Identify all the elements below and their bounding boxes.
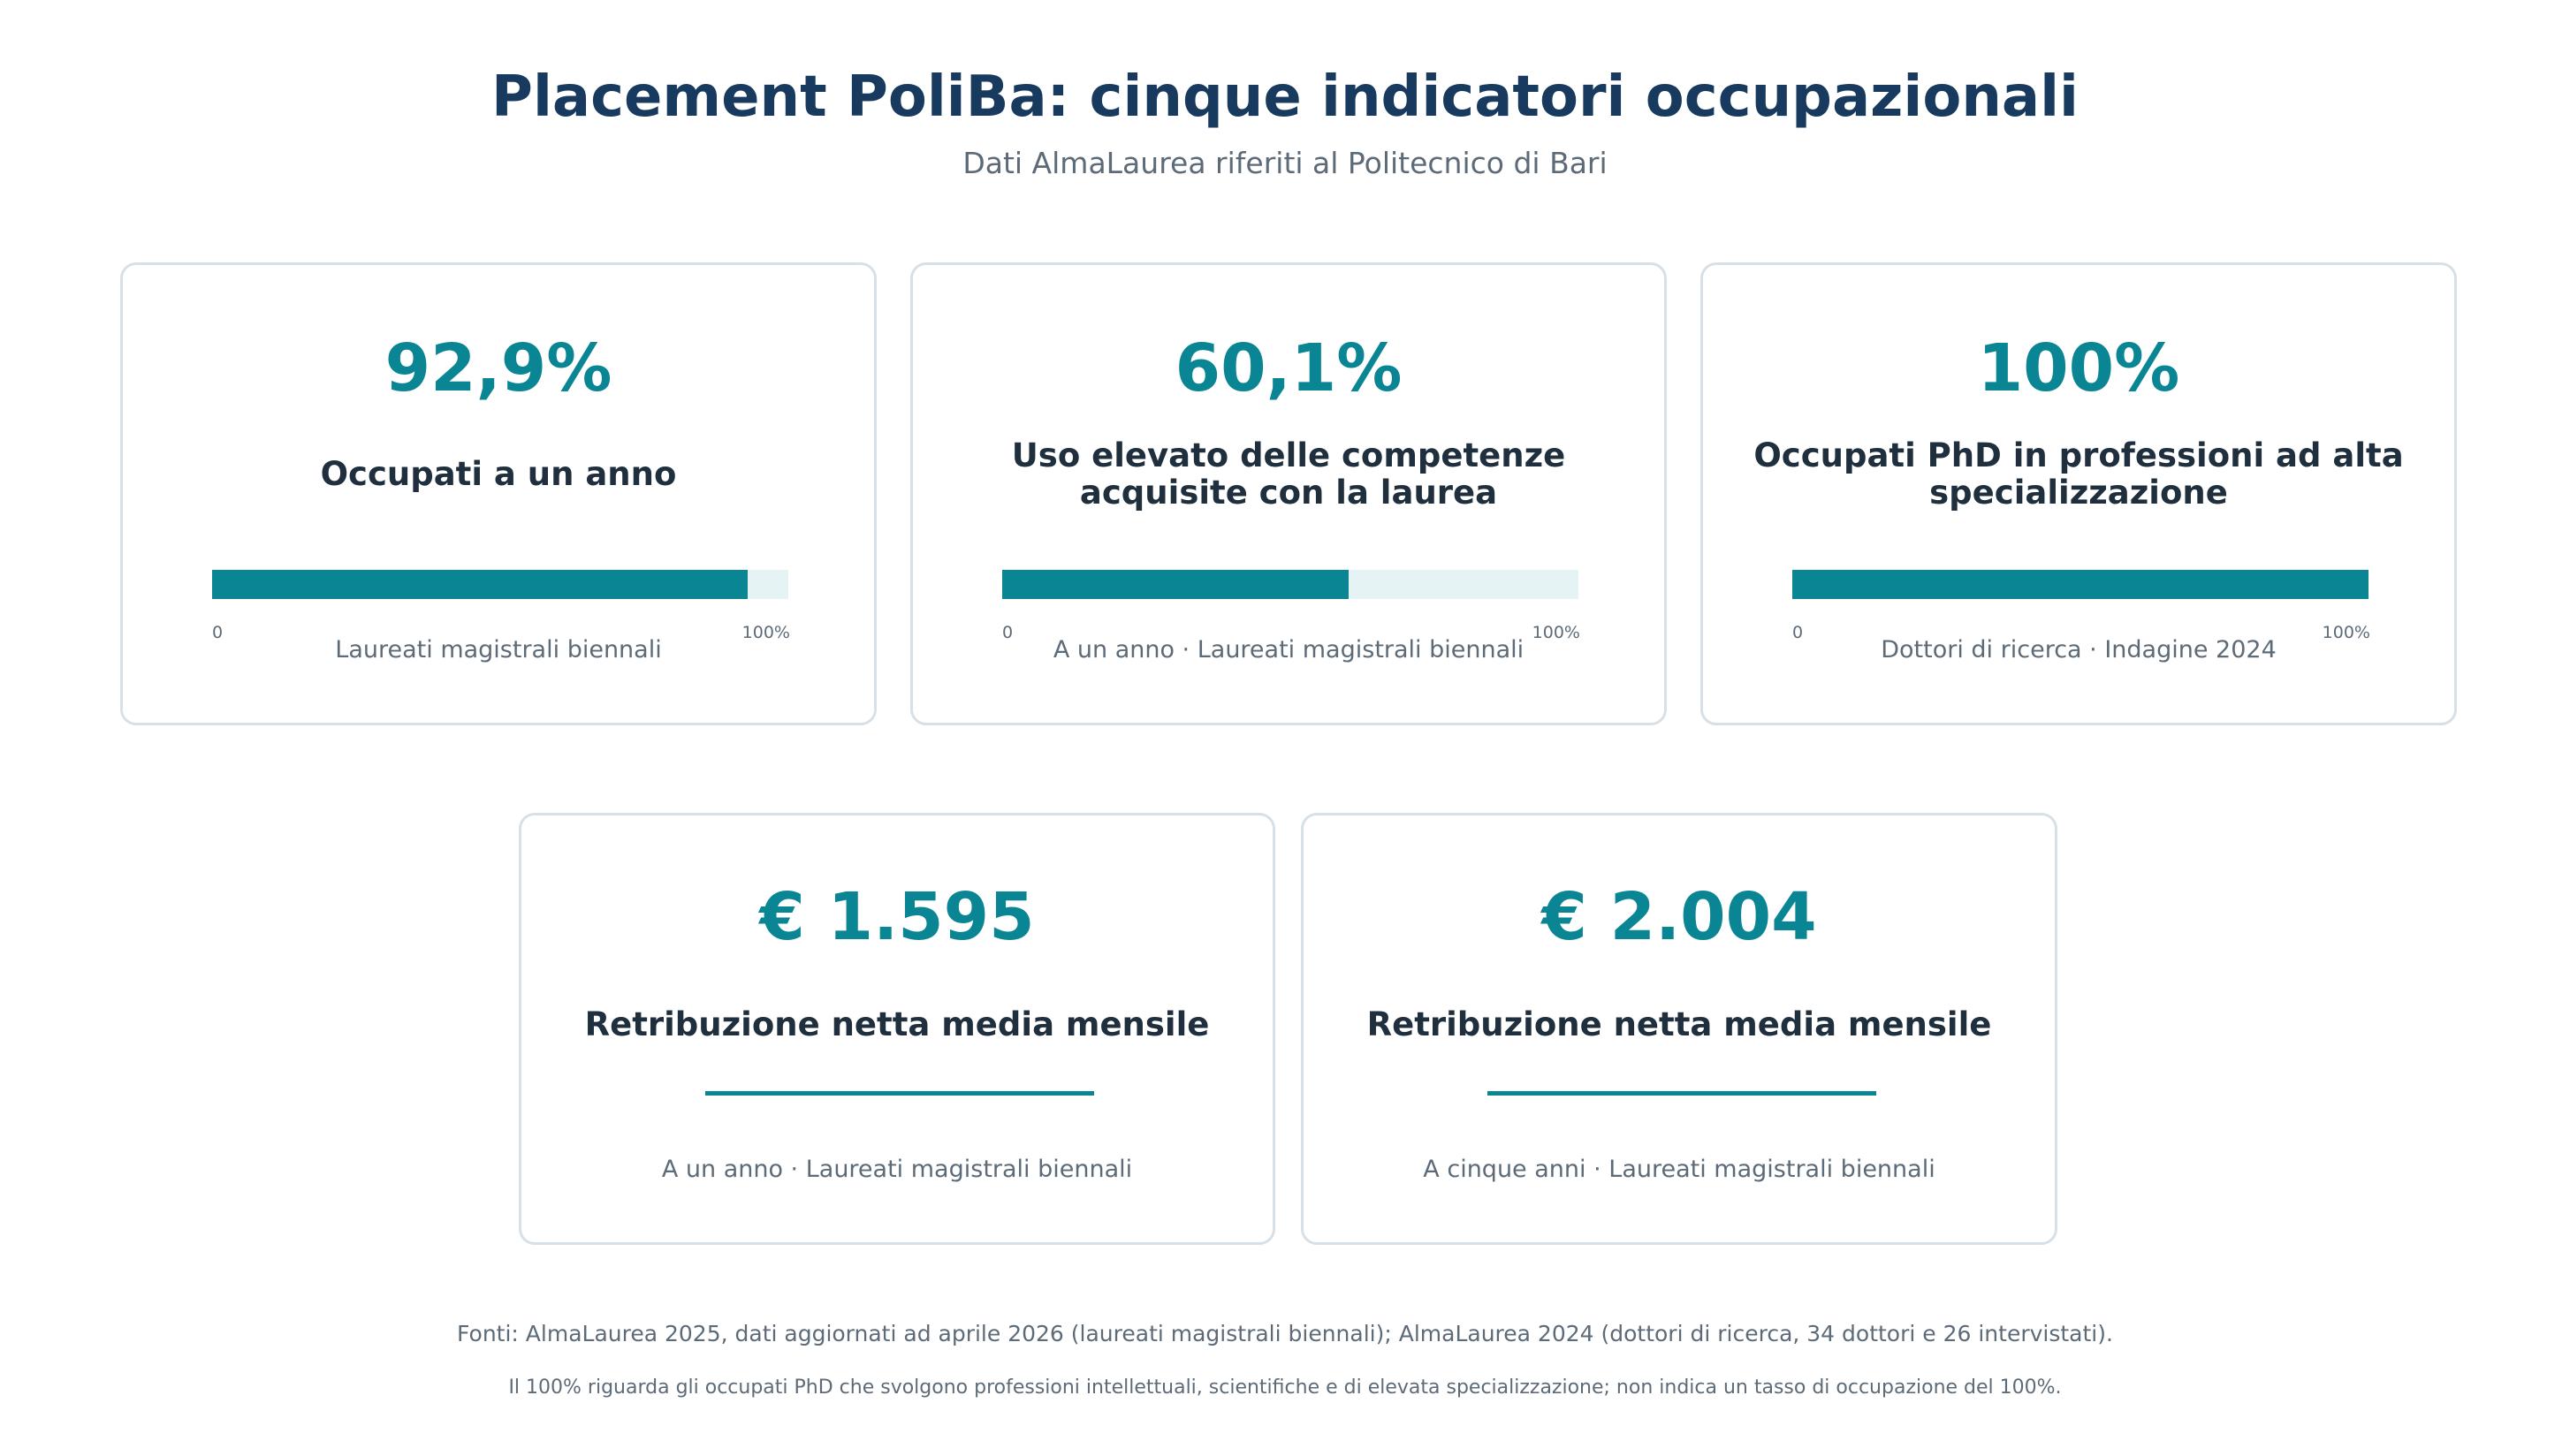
indicator-card-phd-specialized: 100% Occupati PhD in professioni ad alta… — [1700, 262, 2457, 725]
page-title: Placement PoliBa: cinque indicatori occu… — [491, 64, 2079, 130]
scale-min-label: 0 — [1792, 623, 1804, 642]
indicator-card-salary-one-year: € 1.595 Retribuzione netta media mensile… — [519, 813, 1275, 1245]
sources-footnote: Fonti: AlmaLaurea 2025, dati aggiornati … — [457, 1321, 2113, 1346]
page-subtitle: Dati AlmaLaurea riferiti al Politecnico … — [962, 146, 1608, 180]
indicator-card-employed-one-year: 92,9% Occupati a un anno 0 100% Laureati… — [120, 262, 877, 725]
indicator-value: 60,1% — [1175, 330, 1403, 406]
accent-divider — [705, 1091, 1094, 1096]
disclaimer-footnote: Il 100% riguarda gli occupati PhD che sv… — [508, 1376, 2062, 1399]
indicator-label: Occupati PhD in professioni ad alta spec… — [1753, 436, 2404, 512]
indicator-label: Occupati a un anno — [320, 455, 677, 493]
indicator-note: Laureati magistrali biennali — [335, 636, 662, 664]
indicator-value: 92,9% — [384, 330, 612, 406]
scale-min-label: 0 — [1002, 623, 1014, 642]
scale-max-label: 100% — [741, 623, 790, 642]
indicator-note: A cinque anni · Laureati magistrali bien… — [1423, 1156, 1935, 1183]
indicator-label: Retribuzione netta media mensile — [584, 1005, 1210, 1043]
accent-divider — [1487, 1091, 1876, 1096]
scale-max-label: 100% — [2322, 623, 2370, 642]
scale-min-label: 0 — [212, 623, 224, 642]
indicator-value: € 2.004 — [1541, 879, 1817, 955]
indicator-label: Retribuzione netta media mensile — [1366, 1005, 1992, 1043]
indicator-card-skills-usage: 60,1% Uso elevato delle competenze acqui… — [910, 262, 1667, 725]
indicator-card-salary-five-years: € 2.004 Retribuzione netta media mensile… — [1301, 813, 2057, 1245]
scale-max-label: 100% — [1532, 623, 1580, 642]
progress-bar-fill — [1792, 570, 2369, 599]
progress-bar-fill — [1002, 570, 1349, 599]
indicator-value: 100% — [1977, 330, 2180, 406]
indicator-note: A un anno · Laureati magistrali biennali — [661, 1156, 1133, 1183]
progress-bar-fill — [212, 570, 748, 599]
progress-bar-track — [1792, 570, 2369, 599]
indicator-value: € 1.595 — [759, 879, 1035, 955]
indicator-note: A un anno · Laureati magistrali biennali — [1053, 636, 1525, 664]
indicator-note: Dottori di ricerca · Indagine 2024 — [1881, 636, 2277, 664]
progress-bar-track — [1002, 570, 1578, 599]
indicator-label: Uso elevato delle competenze acquisite c… — [1011, 436, 1566, 512]
progress-bar-track — [212, 570, 788, 599]
